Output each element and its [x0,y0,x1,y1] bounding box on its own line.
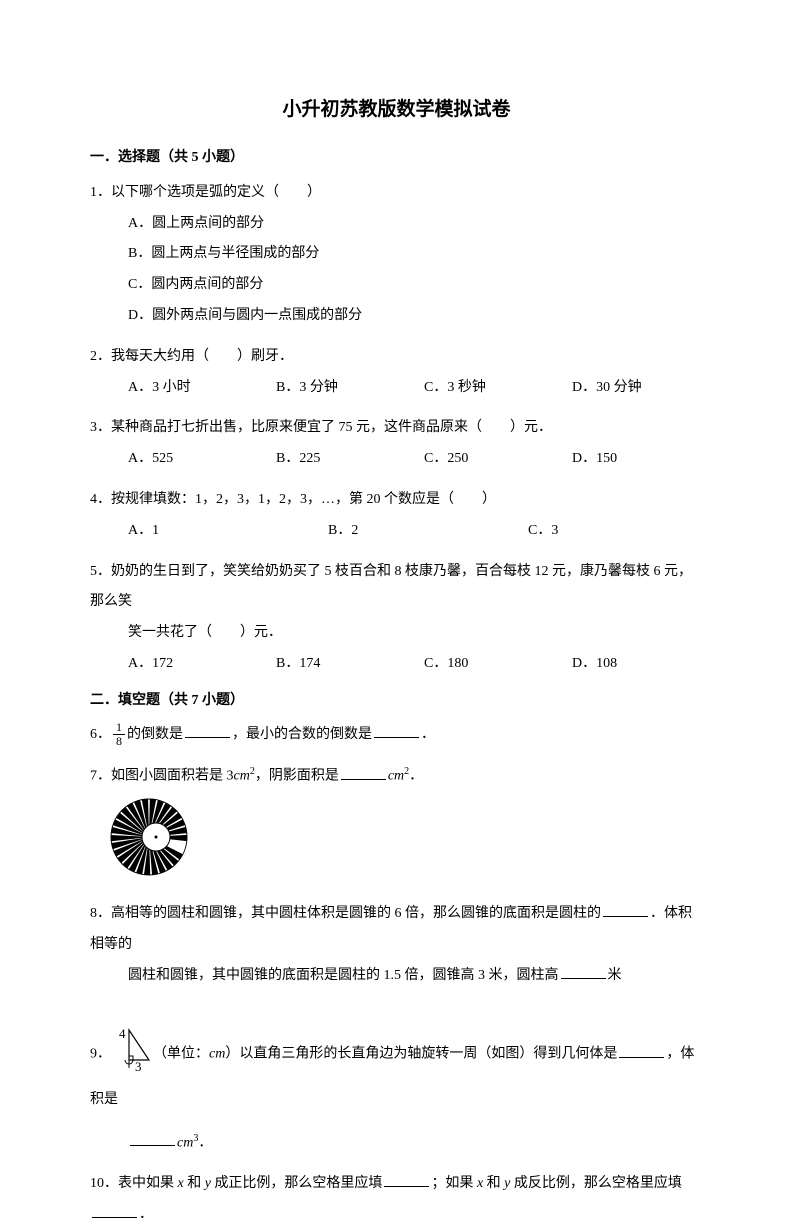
svg-text:3: 3 [135,1059,142,1072]
question-10: 10．表中如果 x 和 y 成正比例，那么空格里应填；如果 x 和 y 成反比例… [90,1169,703,1231]
q2-optD: D．30 分钟 [572,373,720,404]
q5-optD: D．108 [572,649,720,680]
q10-text2a: 和 [184,1176,205,1191]
q1-optD: D．圆外两点间与圆内一点围成的部分 [90,301,703,332]
q9-unit: cm [209,1047,225,1062]
q3-optB: B．225 [276,444,424,475]
question-3: 3．某种商品打七折出售，比原来便宜了 75 元，这件商品原来（ ）元． A．52… [90,413,703,475]
question-6: 6．18的倒数是 ，最小的合数的倒数是 ． [90,720,703,751]
q2-optC: C．3 秒钟 [424,373,572,404]
q10-blank2[interactable] [92,1202,137,1218]
q1-optB: B．圆上两点与半径围成的部分 [90,239,703,270]
q7-unit1: cm [234,769,250,784]
q1-optA: A．圆上两点间的部分 [90,209,703,240]
q8-text4: 米 [608,968,622,983]
q8-blank2[interactable] [561,963,606,979]
q5-optC: C．180 [424,649,572,680]
q6-text3: ． [421,727,435,742]
q9-text1: （单位： [153,1047,209,1062]
question-9: 9． 4 3 （单位：cm）以直角三角形的长直角边为轴旋转一周（如图）得到几何体… [90,1024,703,1159]
q2-optB: B．3 分钟 [276,373,424,404]
q6-text2: ，最小的合数的倒数是 [232,727,372,742]
question-5: 5．奶奶的生日到了，笑笑给奶奶买了 5 枝百合和 8 枝康乃馨，百合每枝 12 … [90,557,703,680]
question-2: 2．我每天大约用（ ）刷牙． A．3 小时 B．3 分钟 C．3 秒钟 D．30… [90,342,703,404]
q9-triangle-figure: 4 3 [111,1024,153,1085]
q5-optA: A．172 [128,649,276,680]
q4-optC: C．3 [528,516,728,547]
q3-optA: A．525 [128,444,276,475]
q10-text2b: 和 [483,1176,504,1191]
q5-num: 5． [90,564,111,579]
q9-num: 9． [90,1047,111,1062]
svg-text:4: 4 [119,1026,126,1041]
q10-text5: 成反比例，那么空格里应填 [510,1176,682,1191]
q9-unit2: cm [177,1135,193,1150]
q9-text4: ． [198,1135,212,1150]
q4-optA: A．1 [128,516,328,547]
q10-num: 10． [90,1176,118,1191]
q10-text1: 表中如果 [118,1176,178,1191]
question-1: 1．以下哪个选项是弧的定义（ ） A．圆上两点间的部分 B．圆上两点与半径围成的… [90,178,703,332]
q9-blank1[interactable] [619,1042,664,1058]
q3-optC: C．250 [424,444,572,475]
q6-fraction: 18 [113,721,125,748]
question-8: 8．高相等的圆柱和圆锥，其中圆柱体积是圆锥的 6 倍，那么圆锥的底面积是圆柱的．… [90,899,703,991]
question-7: 7．如图小圆面积若是 3cm2，阴影面积是cm2． [90,761,703,889]
q7-text3: ． [409,769,423,784]
q8-blank1[interactable] [603,901,648,917]
q10-text3: 成正比例，那么空格里应填 [211,1176,383,1191]
section2-header: 二．填空题（共 7 小题） [90,690,703,712]
q1-text: 以下哪个选项是弧的定义（ ） [111,185,321,200]
q6-text1: 的倒数是 [127,727,183,742]
q7-num: 7． [90,769,111,784]
q2-optA: A．3 小时 [128,373,276,404]
question-4: 4．按规律填数：1，2，3，1，2，3，…，第 20 个数应是（ ） A．1 B… [90,485,703,547]
q6-num: 6． [90,727,111,742]
q7-figure [108,798,703,889]
q3-num: 3． [90,420,111,435]
q8-text3: 圆柱和圆锥，其中圆锥的底面积是圆柱的 1.5 倍，圆锥高 3 米，圆柱高 [128,968,559,983]
q8-text1: 高相等的圆柱和圆锥，其中圆柱体积是圆锥的 6 倍，那么圆锥的底面积是圆柱的 [111,906,601,921]
q3-text: 某种商品打七折出售，比原来便宜了 75 元，这件商品原来（ ）元． [111,420,552,435]
q10-text4: ；如果 [431,1176,477,1191]
q4-text: 按规律填数：1，2，3，1，2，3，…，第 20 个数应是（ ） [111,492,496,507]
section1-header: 一．选择题（共 5 小题） [90,147,703,169]
q7-text2: ，阴影面积是 [255,769,339,784]
q9-text2: ）以直角三角形的长直角边为轴旋转一周（如图）得到几何体是 [225,1047,617,1062]
q7-unit2: cm [388,769,404,784]
q1-optC: C．圆内两点间的部分 [90,270,703,301]
q10-blank1[interactable] [384,1171,429,1187]
q6-blank2[interactable] [374,722,419,738]
q8-num: 8． [90,906,111,921]
q4-optB: B．2 [328,516,528,547]
q7-text1: 如图小圆面积若是 3 [111,769,234,784]
exam-title: 小升初苏教版数学模拟试卷 [90,95,703,125]
q2-num: 2． [90,349,111,364]
q1-num: 1． [90,185,111,200]
q3-optD: D．150 [572,444,720,475]
q4-num: 4． [90,492,111,507]
q9-blank2[interactable] [130,1130,175,1146]
q6-blank1[interactable] [185,722,230,738]
q5-optB: B．174 [276,649,424,680]
q5-text: 奶奶的生日到了，笑笑给奶奶买了 5 枝百合和 8 枝康乃馨，百合每枝 12 元，… [90,564,692,610]
q2-text: 我每天大约用（ ）刷牙． [111,349,293,364]
q5-text2: 笑一共花了（ ）元． [90,618,703,649]
q7-blank[interactable] [341,764,386,780]
q10-text6: ． [139,1207,153,1222]
